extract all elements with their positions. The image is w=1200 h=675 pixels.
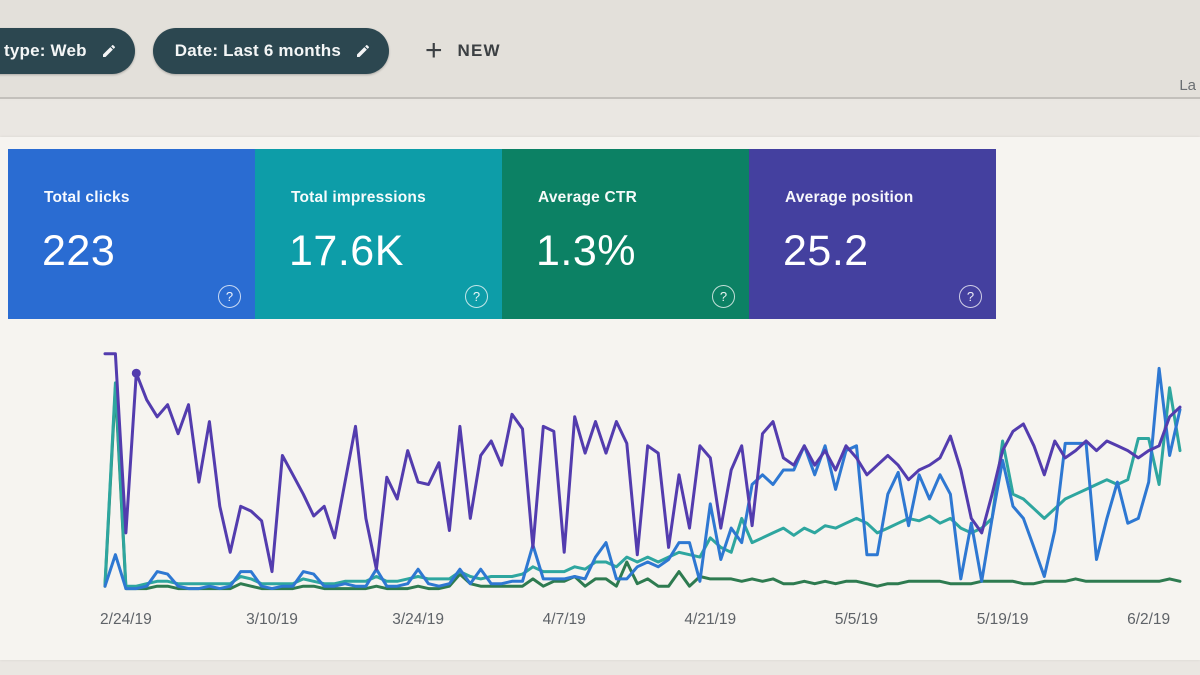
filter-bar: type: Web Date: Last 6 months + NEW La xyxy=(0,0,1200,99)
plus-icon: + xyxy=(425,33,443,67)
filter-chip-label: type: Web xyxy=(4,40,87,60)
filter-chip-date-range[interactable]: Date: Last 6 months xyxy=(152,27,389,74)
metric-card-average-position[interactable]: Average position 25.2 ? xyxy=(749,149,996,319)
filter-chip-search-type[interactable]: type: Web xyxy=(0,27,135,74)
performance-chart[interactable]: 2/24/19 3/10/19 3/24/19 4/7/19 4/21/19 5/5/19… xyxy=(0,335,1200,637)
x-axis-label: 6/2/19 xyxy=(1127,611,1171,628)
x-axis: 2/24/19 3/10/19 3/24/19 4/7/19 4/21/19 5/5/19… xyxy=(0,603,1200,637)
metric-card-value: 17.6K xyxy=(289,227,404,275)
edit-pencil-icon[interactable] xyxy=(101,43,117,59)
page-background: Total clicks 223 ? Total impressions 17.… xyxy=(0,101,1200,675)
x-axis-label: 3/24/19 xyxy=(392,611,444,628)
help-icon[interactable]: ? xyxy=(465,285,488,308)
chart-canvas[interactable] xyxy=(0,335,1200,603)
chart-line-average-ctr xyxy=(103,386,1182,591)
help-icon[interactable]: ? xyxy=(959,285,982,308)
edit-pencil-icon[interactable] xyxy=(355,43,371,59)
chart-point-marker xyxy=(131,368,141,378)
chart-line-total-clicks xyxy=(103,366,1182,591)
help-icon[interactable]: ? xyxy=(712,285,735,308)
metric-card-label: Total clicks xyxy=(44,189,130,206)
x-axis-label: 3/10/19 xyxy=(246,611,298,628)
metric-card-label: Average CTR xyxy=(538,189,637,206)
chart-line-average-position xyxy=(103,352,1182,574)
metric-card-total-clicks[interactable]: Total clicks 223 ? xyxy=(8,149,255,319)
filter-chip-label: Date: Last 6 months xyxy=(174,40,341,60)
metric-card-value: 223 xyxy=(42,227,116,275)
performance-panel: Total clicks 223 ? Total impressions 17.… xyxy=(0,137,1200,660)
metric-card-label: Average position xyxy=(785,189,914,206)
x-axis-label: 4/7/19 xyxy=(542,611,586,628)
x-axis-label: 5/5/19 xyxy=(834,611,878,628)
metric-card-value: 1.3% xyxy=(536,227,637,275)
metric-card-total-impressions[interactable]: Total impressions 17.6K ? xyxy=(255,149,502,319)
x-axis-label: 2/24/19 xyxy=(100,611,152,628)
help-icon[interactable]: ? xyxy=(218,285,241,308)
metric-cards-row: Total clicks 223 ? Total impressions 17.… xyxy=(8,149,1200,319)
last-updated-truncated-text: La xyxy=(1179,77,1196,94)
metric-card-average-ctr[interactable]: Average CTR 1.3% ? xyxy=(502,149,749,319)
new-filter-label: NEW xyxy=(457,40,501,60)
metric-card-label: Total impressions xyxy=(291,189,426,206)
metric-card-value: 25.2 xyxy=(783,227,869,275)
x-axis-label: 5/19/19 xyxy=(976,611,1029,628)
new-filter-button[interactable]: + NEW xyxy=(419,35,507,67)
x-axis-label: 4/21/19 xyxy=(684,611,737,628)
